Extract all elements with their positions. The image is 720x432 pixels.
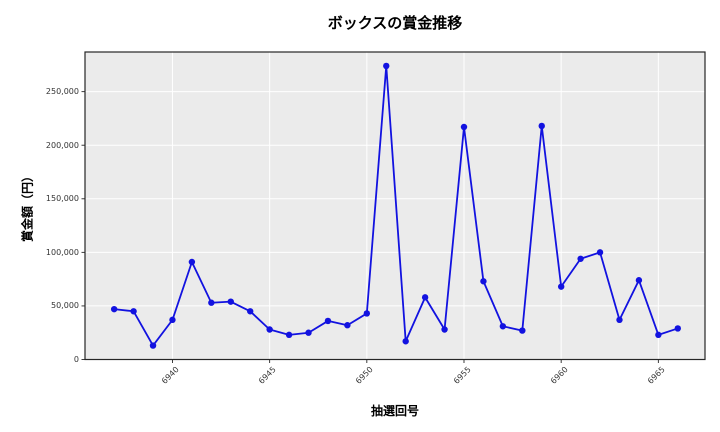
chart-title: ボックスの賞金推移 xyxy=(327,14,463,32)
data-point xyxy=(188,258,196,266)
data-point xyxy=(149,342,157,349)
y-tick-label: 250,000 xyxy=(45,87,79,97)
data-point xyxy=(208,299,215,306)
data-point xyxy=(324,317,332,325)
data-point xyxy=(130,308,137,315)
data-point xyxy=(674,325,681,332)
plot-area xyxy=(85,52,705,360)
data-point xyxy=(635,277,643,284)
data-point xyxy=(247,308,254,315)
y-tick-label: 0 xyxy=(73,355,79,364)
data-point xyxy=(344,322,351,329)
data-point xyxy=(557,283,565,290)
data-point xyxy=(596,249,604,256)
data-point xyxy=(616,316,623,324)
data-point xyxy=(538,122,545,130)
y-tick-label: 50,000 xyxy=(51,301,79,311)
data-point xyxy=(227,298,234,305)
data-point xyxy=(480,278,487,285)
data-point xyxy=(441,326,448,333)
x-axis-label: 抽選回号 xyxy=(370,404,419,418)
data-point xyxy=(499,323,507,330)
data-point xyxy=(383,62,390,70)
data-point xyxy=(402,338,409,345)
data-point xyxy=(305,329,312,336)
data-point xyxy=(266,326,273,333)
y-tick-label: 100,000 xyxy=(45,247,79,257)
data-point xyxy=(169,316,176,324)
data-line xyxy=(114,65,679,347)
data-point xyxy=(460,123,468,131)
data-point xyxy=(285,331,293,339)
y-tick-label: 150,000 xyxy=(45,194,79,204)
data-point xyxy=(519,327,526,334)
data-point xyxy=(363,310,371,317)
data-point xyxy=(110,305,118,313)
data-point xyxy=(421,294,429,301)
data-point xyxy=(577,255,584,262)
data-point xyxy=(655,331,662,339)
y-tick-label: 200,000 xyxy=(45,140,79,150)
axes-spines xyxy=(84,51,706,361)
